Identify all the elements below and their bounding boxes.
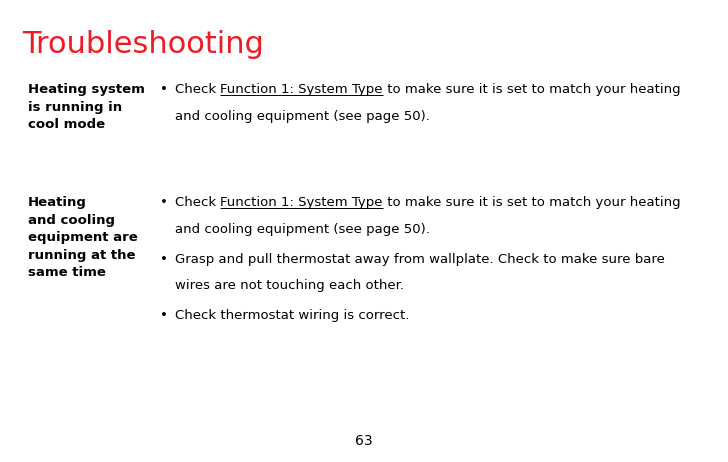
Text: Heating
and cooling
equipment are
running at the
same time: Heating and cooling equipment are runnin… (28, 196, 138, 280)
Text: Check: Check (175, 196, 220, 209)
Text: Grasp and pull thermostat away from wallplate. Check to make sure bare: Grasp and pull thermostat away from wall… (175, 253, 665, 266)
Text: Function 1: System Type: Function 1: System Type (220, 83, 383, 96)
Text: •: • (160, 253, 168, 266)
Text: 63: 63 (355, 434, 373, 448)
Text: to make sure it is set to match your heating: to make sure it is set to match your hea… (383, 83, 680, 96)
Text: Check thermostat wiring is correct.: Check thermostat wiring is correct. (175, 309, 409, 322)
Text: •: • (160, 196, 168, 209)
Text: Check: Check (175, 83, 220, 96)
Text: to make sure it is set to match your heating: to make sure it is set to match your hea… (383, 196, 680, 209)
Text: wires are not touching each other.: wires are not touching each other. (175, 280, 404, 292)
Text: •: • (160, 309, 168, 322)
Text: Troubleshooting: Troubleshooting (22, 30, 264, 59)
Text: and cooling equipment (see page 50).: and cooling equipment (see page 50). (175, 110, 430, 123)
Text: and cooling equipment (see page 50).: and cooling equipment (see page 50). (175, 223, 430, 236)
Text: Function 1: System Type: Function 1: System Type (220, 196, 383, 209)
Text: Heating system
is running in
cool mode: Heating system is running in cool mode (28, 83, 145, 131)
Text: •: • (160, 83, 168, 96)
